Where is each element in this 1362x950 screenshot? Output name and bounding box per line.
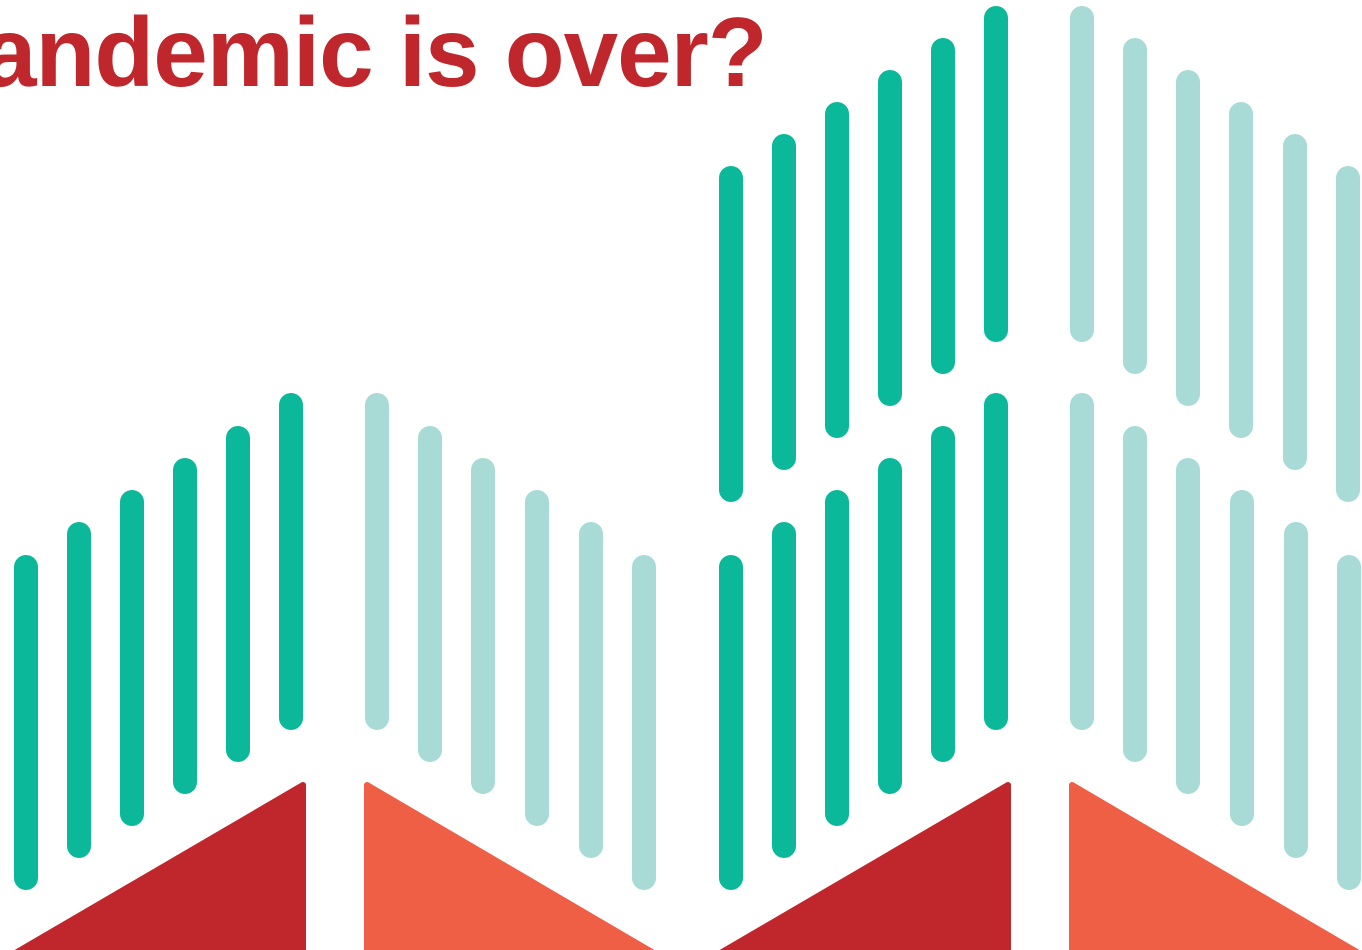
bar-dark [878,70,902,406]
bar-light [1176,70,1200,406]
bar-light [1337,555,1361,890]
bar-light [1123,426,1147,762]
triangle-light [364,782,655,950]
triangle-dark [14,782,306,950]
bar-light [579,522,603,858]
bar-light [1070,6,1094,342]
bar-light [632,555,656,890]
bar-dark [984,6,1008,342]
bar-dark [279,393,303,730]
bar-light [1283,134,1307,470]
triangle-dark [719,782,1011,950]
bar-dark [120,490,144,826]
bar-light [1336,166,1360,502]
bar-dark [772,134,796,470]
bar-light [1123,38,1147,374]
bar-dark [878,458,902,794]
bar-dark [931,426,955,762]
triangle-light [1069,782,1360,950]
bar-dark [931,38,955,374]
bar-light [1230,490,1254,826]
slide-title: andemic is over? [0,0,768,107]
bar-light [471,458,495,794]
bar-dark [14,555,38,890]
bar-light [1284,522,1308,858]
bar-light [1176,458,1200,794]
bar-light [1070,393,1094,730]
bar-light [365,393,389,730]
bar-light [418,426,442,762]
bar-dark [719,555,743,890]
bar-dark [67,522,91,858]
bar-dark [825,490,849,826]
bar-dark [825,102,849,438]
bar-light [525,490,549,826]
bar-dark [772,522,796,858]
bar-dark [173,458,197,794]
bar-dark [226,426,250,762]
bar-light [1229,102,1253,438]
bar-dark [984,393,1008,730]
bar-dark [719,166,743,502]
